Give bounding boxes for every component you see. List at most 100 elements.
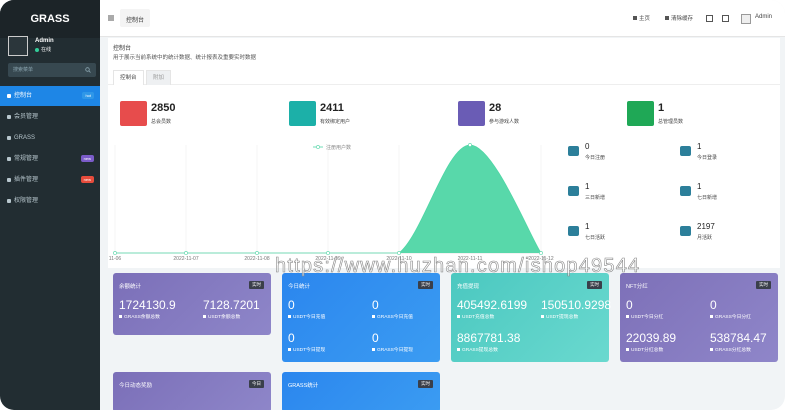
menu-badge: new [80, 176, 94, 183]
card-value: 150510.9298 [541, 298, 612, 312]
menu-label: GRASS [14, 135, 36, 141]
card-title: 今日统计 [288, 284, 311, 290]
mini-stat-icon [568, 226, 579, 236]
card-label: GRASS提现总数 [462, 348, 498, 353]
card-badge: 实时 [418, 380, 433, 388]
mini-stat-icon [680, 146, 691, 156]
menu-item[interactable]: 常规管理 new [0, 149, 100, 169]
stat-label: 参与游戏人数 [489, 119, 520, 125]
card-label: GRASS分红总数 [715, 348, 751, 353]
stat-value: 2411 [320, 102, 344, 114]
card-title: NFT分红 [626, 284, 648, 290]
menu-icon [7, 94, 11, 98]
tab-divider [108, 84, 780, 85]
nav-link-icon [665, 16, 669, 20]
card-label: USDT余额总数 [208, 315, 241, 320]
card-label-icon [710, 315, 713, 318]
mini-stat-icon [680, 186, 691, 196]
card-label: USDT今日充值 [293, 315, 326, 320]
card-badge: 实时 [249, 281, 264, 289]
mini-stat-label: 今日注册 [585, 155, 606, 161]
menu-icon [7, 157, 11, 161]
tab-label: 控制台 [120, 75, 137, 81]
card-label-icon [541, 315, 544, 318]
mini-stat-icon [568, 146, 579, 156]
card-value: 22039.89 [626, 331, 677, 345]
search-box[interactable]: 搜索菜单 [8, 63, 96, 77]
sidebar: GRASS Admin 在线 搜索菜单 控制台 hot 会员管理 GRASS 常规管理 n… [0, 0, 100, 410]
nav-icon[interactable] [706, 15, 713, 22]
card-label-icon [372, 315, 375, 318]
user-name: Admin [35, 38, 54, 44]
card-title: 充值提现 [457, 284, 480, 290]
card-label-icon [626, 348, 629, 351]
stat-label: 有效绑定用户 [320, 119, 351, 125]
card-badge: 今日 [249, 380, 264, 388]
nav-link-icon [633, 16, 637, 20]
card-label-icon [288, 315, 291, 318]
tab[interactable]: 控制台 [113, 70, 144, 85]
stat-icon [289, 101, 316, 126]
card-value: 7128.7201 [203, 298, 260, 312]
nav-user[interactable]: Admin [755, 14, 773, 20]
search-placeholder: 搜索菜单 [13, 67, 34, 73]
mini-stat-label: 月活跃 [697, 235, 713, 241]
card-label: GRASS今日充值 [377, 315, 413, 320]
card-value: 0 [288, 331, 295, 345]
mini-stat-label: 今日登录 [697, 155, 718, 161]
card-label: USDT今日分红 [631, 315, 664, 320]
card-value: 538784.47 [710, 331, 767, 345]
card-title: GRASS统计 [288, 383, 319, 389]
nav-avatar [741, 14, 751, 24]
tab-label: 附加 [153, 75, 165, 81]
mini-stat-label: 七日新增 [697, 195, 718, 201]
nav-tab-label: 控制台 [126, 18, 145, 24]
card-title: 今日动态奖励 [119, 383, 153, 389]
page-description: 用于展示当前系统中的统计数据、统计报表及重要实时数据 [113, 55, 257, 61]
stat-card: GRASS统计 实时 [282, 372, 440, 410]
card-label-icon [457, 315, 460, 318]
menu-item[interactable]: 控制台 hot [0, 86, 100, 106]
card-label: USDT充值总数 [462, 315, 495, 320]
status-dot [35, 48, 39, 52]
card-value: 0 [372, 331, 379, 345]
menu-toggle[interactable] [108, 15, 114, 21]
stat-card: NFT分红 实时 0 USDT今日分红 0 GRASS今日分红 22039.89 USDT分红… [620, 273, 778, 362]
stat-label: 总管理员数 [658, 119, 684, 125]
mini-stat-icon [680, 226, 691, 236]
nav-tab[interactable]: 控制台 [120, 9, 151, 27]
mini-stat-value: 1 [697, 142, 702, 151]
menu-item[interactable]: 插件管理 new [0, 170, 100, 190]
menu-item[interactable]: 权限管理 [0, 191, 100, 211]
card-badge: 实时 [756, 281, 771, 289]
navbar: 控制台 Admin 主页 清除缓存 [100, 0, 785, 37]
mini-stat-value: 1 [697, 182, 702, 191]
stat-card: 今日统计 实时 0 USDT今日充值 0 GRASS今日充值 0 USDT今日提现 0 GRASS… [282, 273, 440, 362]
card-badge: 实时 [418, 281, 433, 289]
page-title: 控制台 [113, 46, 132, 52]
stat-icon [458, 101, 485, 126]
menu-label: 常规管理 [14, 156, 39, 162]
menu-icon [7, 115, 11, 119]
card-label: USDT提现总数 [546, 315, 579, 320]
menu-label: 权限管理 [14, 198, 39, 204]
stat-label: 总会员数 [151, 119, 172, 125]
card-label-icon [626, 315, 629, 318]
nav-link[interactable]: 主页 [639, 16, 651, 22]
nav-link[interactable]: 清除缓存 [671, 16, 694, 22]
mini-stat-value: 1 [585, 222, 590, 231]
card-label: USDT今日提现 [293, 348, 326, 353]
mini-stat-value: 1 [585, 182, 590, 191]
menu-item[interactable]: 会员管理 [0, 107, 100, 127]
stat-icon [120, 101, 147, 126]
tab[interactable]: 附加 [146, 70, 172, 85]
mini-stat-label: 三日新增 [585, 195, 606, 201]
card-label-icon [372, 348, 375, 351]
avatar [8, 36, 28, 56]
menu-item[interactable]: GRASS [0, 128, 100, 148]
card-label-icon [457, 348, 460, 351]
card-value: 0 [710, 298, 717, 312]
nav-icon[interactable] [722, 15, 729, 22]
mini-stat-value: 0 [585, 142, 590, 151]
